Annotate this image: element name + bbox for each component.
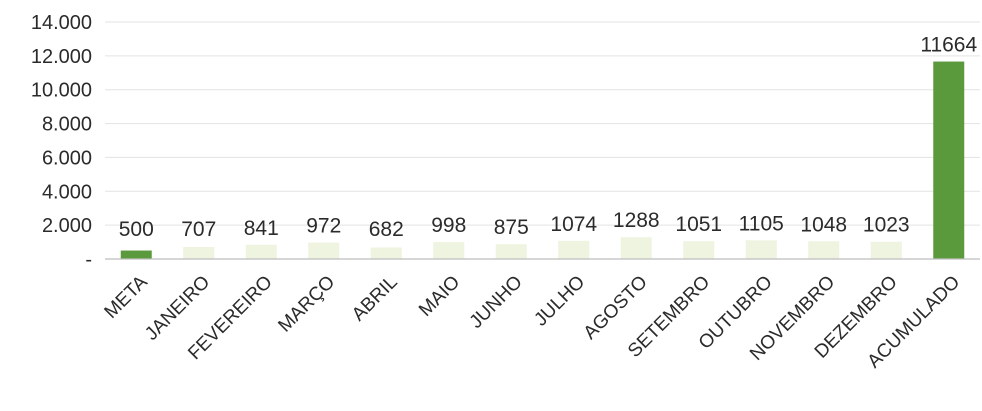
- x-tick-label: JUNHO: [466, 272, 527, 333]
- data-label: 875: [494, 216, 529, 239]
- x-tick-label: MARÇO: [274, 272, 339, 337]
- data-label: 707: [181, 218, 216, 241]
- data-label: 841: [244, 217, 279, 240]
- y-tick-label: 14.000: [31, 12, 92, 34]
- bar-maio: [433, 242, 465, 259]
- y-tick-label: 6.000: [42, 147, 92, 169]
- bar-acumulado: [933, 61, 965, 260]
- y-axis-tick-labels: - 2.000 4.000 6.000 8.000 10.000 12.000 14.000: [31, 12, 92, 271]
- y-tick-label: 12.000: [31, 46, 92, 68]
- bar-junho: [495, 244, 527, 259]
- gridlines: [105, 21, 980, 226]
- data-label: 11664: [920, 34, 977, 57]
- y-tick-label: -: [85, 249, 92, 271]
- bar-meta: [120, 250, 152, 259]
- bar-dezembro: [870, 241, 902, 259]
- bar-novembro: [808, 241, 840, 259]
- x-tick-label: MAIO: [415, 272, 464, 321]
- x-tick-label: JULHO: [530, 272, 589, 331]
- data-label: 1105: [739, 212, 784, 235]
- data-label: 1288: [613, 209, 660, 232]
- bar-outubro: [745, 240, 777, 259]
- x-tick-label: META: [101, 271, 152, 322]
- bar-abril: [370, 247, 402, 259]
- data-label: 1048: [800, 213, 847, 236]
- data-label: 682: [369, 218, 404, 241]
- bar-fevereiro: [245, 244, 277, 259]
- data-label: 998: [431, 214, 466, 237]
- data-label: 972: [306, 215, 341, 238]
- y-tick-label: 8.000: [42, 114, 92, 136]
- bar-março: [308, 242, 340, 259]
- bar-agosto: [620, 237, 652, 259]
- bar-julho: [558, 240, 590, 259]
- bar-janeiro: [183, 247, 215, 259]
- y-tick-label: 2.000: [42, 215, 92, 237]
- y-tick-label: 10.000: [31, 80, 92, 102]
- bar-setembro: [683, 241, 715, 259]
- data-label: 500: [119, 218, 154, 241]
- x-tick-label: ABRIL: [348, 272, 402, 326]
- data-label: 1074: [550, 213, 597, 236]
- data-labels: 500 707 841 972 682 998 875 1074 1288 1051 1105 104…: [119, 34, 978, 241]
- y-tick-label: 4.000: [42, 181, 92, 203]
- data-label: 1051: [675, 213, 722, 236]
- bars: [120, 61, 965, 260]
- data-label: 1023: [863, 214, 910, 237]
